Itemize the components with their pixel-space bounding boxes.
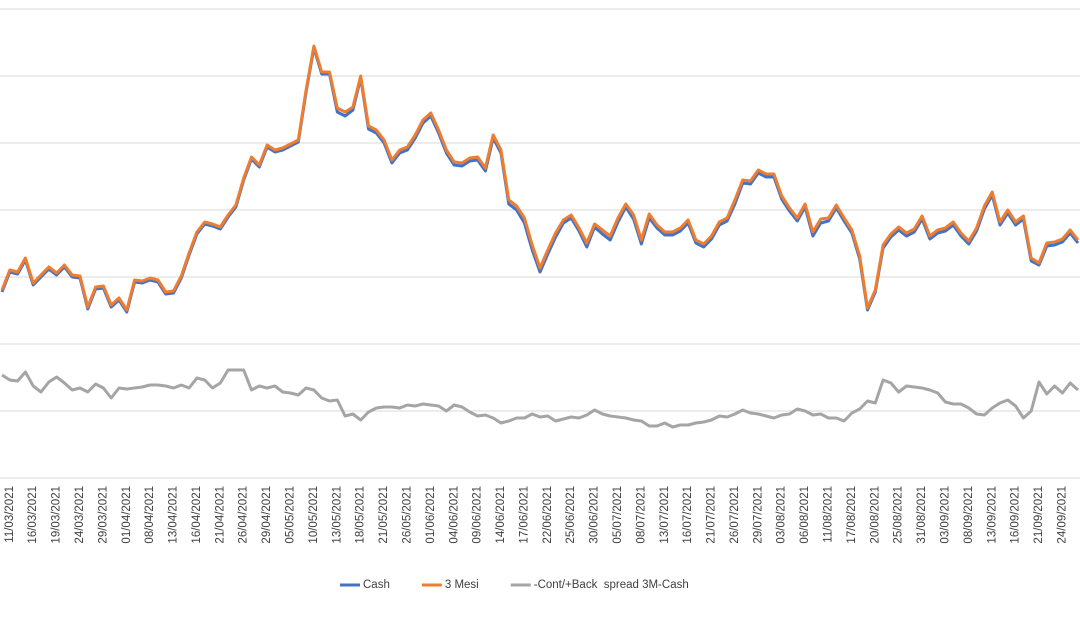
x-tick-label: 26/05/2021	[401, 486, 413, 544]
x-tick-label: 22/06/2021	[542, 486, 554, 544]
x-tick-label: 21/09/2021	[1033, 486, 1045, 544]
x-tick-label: 01/04/2021	[121, 486, 133, 544]
x-tick-label: 17/08/2021	[846, 486, 858, 544]
x-tick-label: 08/04/2021	[144, 486, 156, 544]
x-tick-label: 05/05/2021	[285, 486, 297, 544]
legend-label: -Cont/+Back spread 3M-Cash	[534, 579, 689, 591]
x-tick-label: 29/04/2021	[261, 486, 273, 544]
x-tick-label: 13/05/2021	[331, 486, 343, 544]
x-tick-label: 13/04/2021	[168, 486, 180, 544]
series-line	[0, 44, 1080, 312]
x-tick-label: 13/07/2021	[659, 486, 671, 544]
x-tick-label: 26/04/2021	[238, 486, 250, 544]
series-line	[0, 46, 1080, 314]
x-tick-label: 30/06/2021	[589, 486, 601, 544]
x-tick-label: 16/04/2021	[191, 486, 203, 544]
x-tick-label: 24/03/2021	[74, 486, 86, 544]
x-tick-label: 03/08/2021	[776, 486, 788, 544]
x-tick-label: 13/09/2021	[986, 486, 998, 544]
x-tick-label: 31/08/2021	[916, 486, 928, 544]
x-tick-label: 11/08/2021	[823, 486, 835, 543]
x-tick-label: 21/04/2021	[214, 486, 226, 544]
x-tick-label: 29/07/2021	[752, 486, 764, 544]
x-tick-label: 18/05/2021	[355, 486, 367, 544]
x-tick-label: 25/06/2021	[565, 486, 577, 544]
x-tick-label: 03/09/2021	[939, 486, 951, 544]
x-tick-label: 19/03/2021	[51, 486, 63, 544]
x-tick-label: 17/06/2021	[518, 486, 530, 544]
x-tick-label: 11/03/2021	[4, 486, 16, 543]
x-tick-label: 08/09/2021	[963, 486, 975, 544]
x-tick-label: 25/08/2021	[893, 486, 905, 544]
x-tick-label: 09/06/2021	[472, 486, 484, 544]
x-tick-label: 21/05/2021	[378, 486, 390, 544]
x-tick-label: 05/07/2021	[612, 486, 624, 544]
x-tick-label: 08/07/2021	[635, 486, 647, 544]
x-tick-label: 16/07/2021	[682, 486, 694, 544]
x-tick-label: 01/06/2021	[425, 486, 437, 544]
x-tick-label: 04/06/2021	[448, 486, 460, 544]
x-tick-label: 14/06/2021	[495, 486, 507, 544]
legend-label: 3 Mesi	[445, 579, 479, 591]
x-tick-label: 26/07/2021	[729, 486, 741, 544]
x-tick-label: 20/08/2021	[869, 486, 881, 544]
x-tick-label: 10/05/2021	[308, 486, 320, 544]
series-line	[1, 368, 1080, 429]
x-tick-label: 16/03/2021	[27, 486, 39, 544]
x-tick-label: 21/07/2021	[706, 486, 718, 544]
x-tick-label: 24/09/2021	[1056, 486, 1068, 544]
x-tick-label: 16/09/2021	[1010, 486, 1022, 544]
x-tick-label: 29/03/2021	[97, 486, 109, 544]
legend-label: Cash	[363, 579, 390, 591]
x-tick-label: 06/08/2021	[799, 486, 811, 544]
